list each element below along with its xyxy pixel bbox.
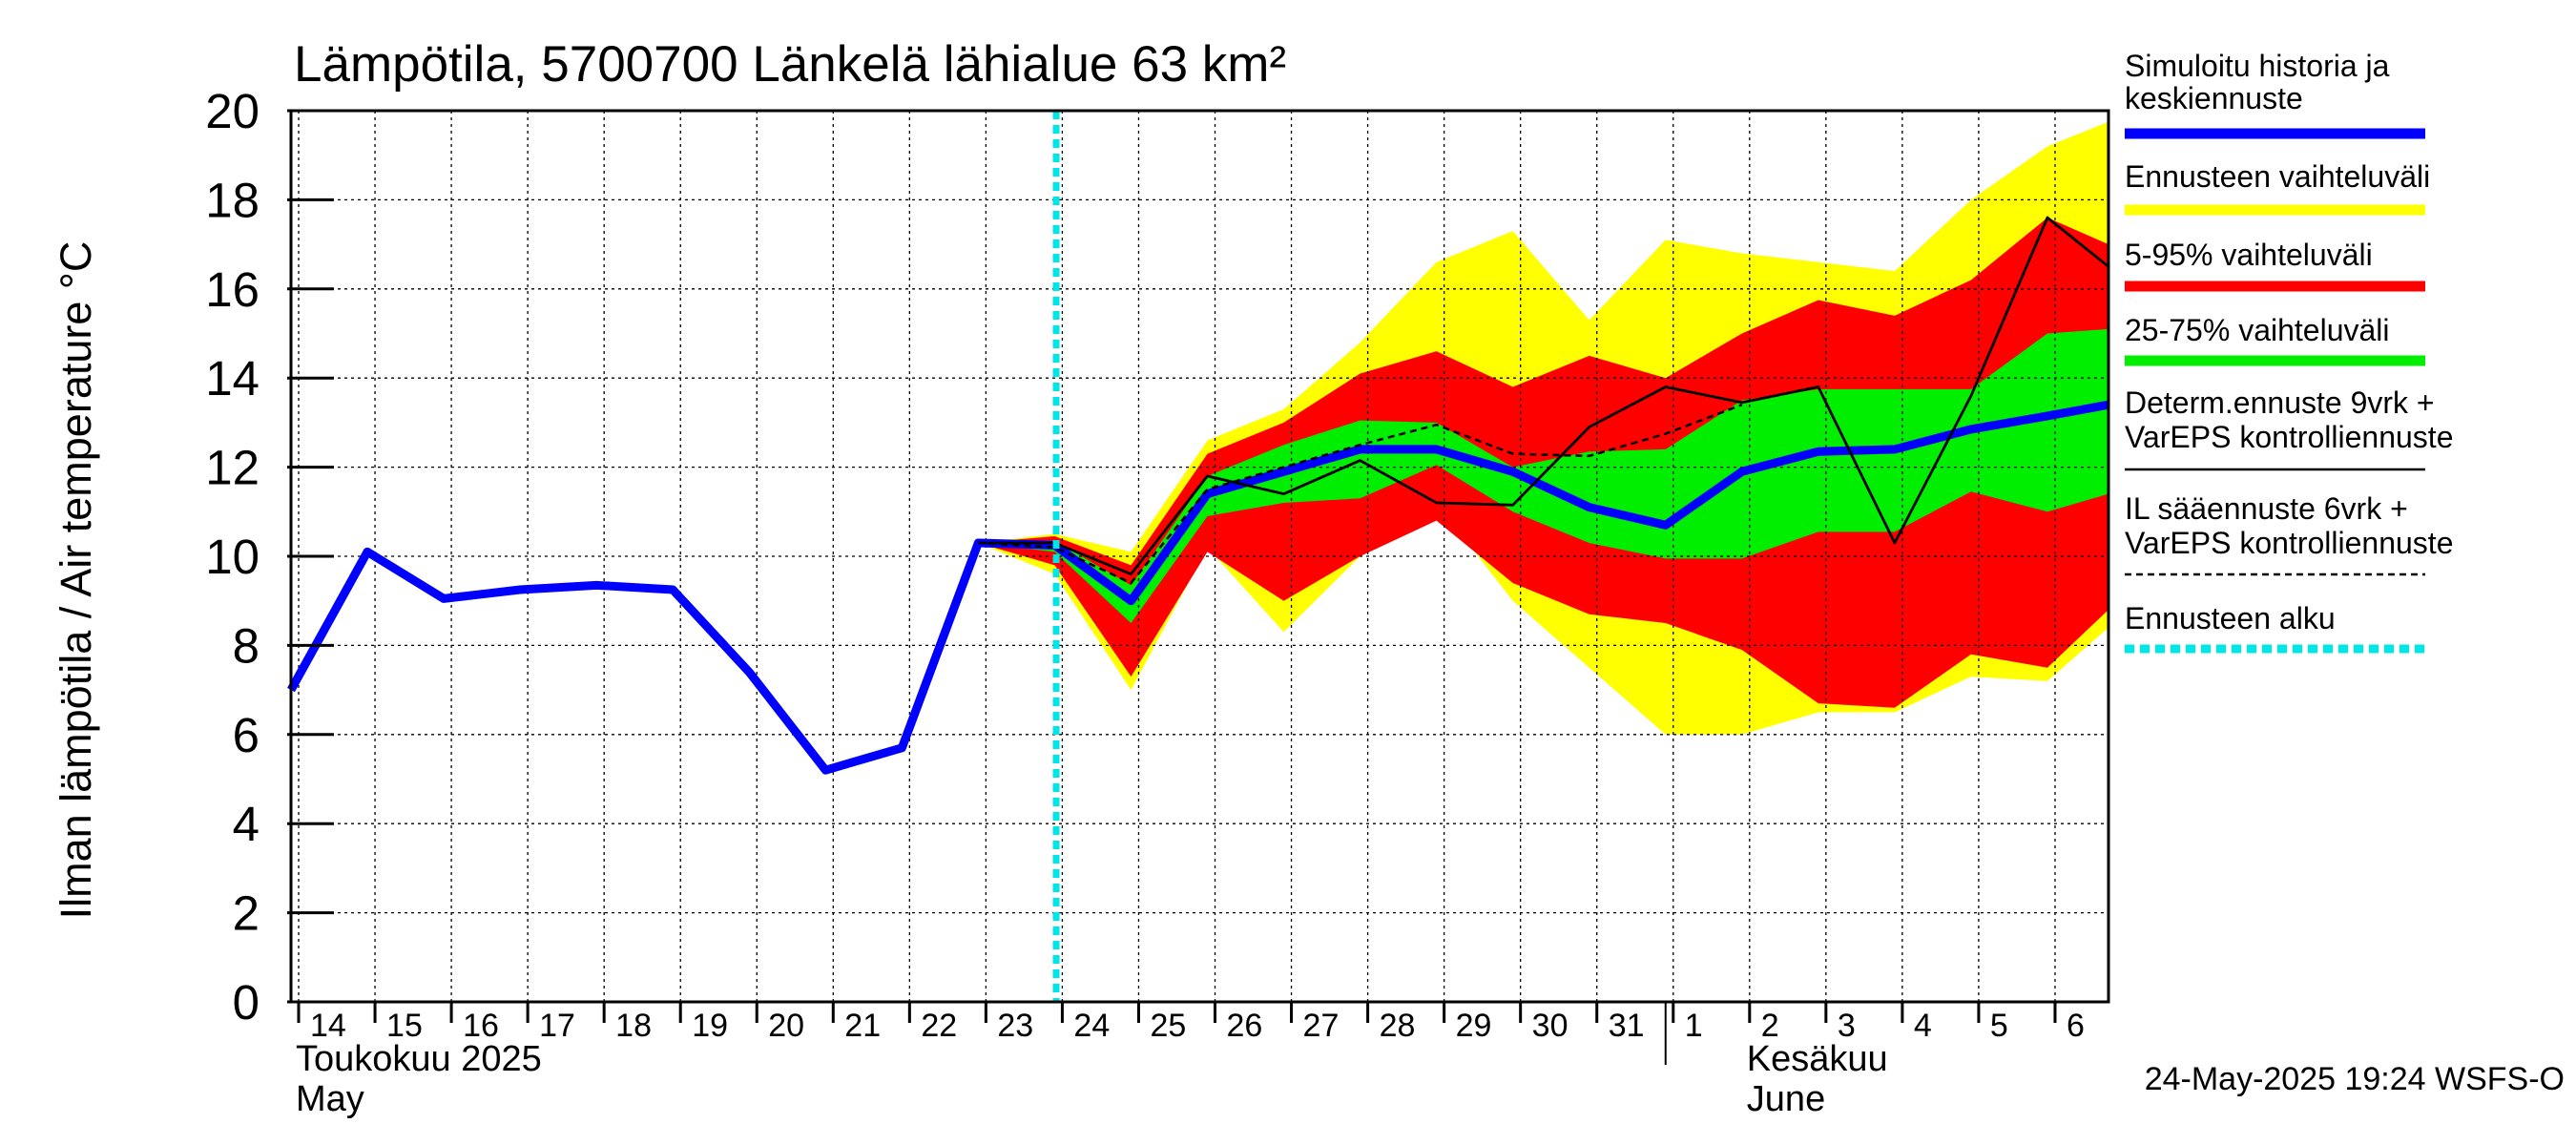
x-tick-label: 19 <box>692 1008 728 1044</box>
y-tick-label: 2 <box>233 886 260 941</box>
y-axis-label: Ilman lämpötila / Air temperature °C <box>52 241 100 920</box>
series-line-2 <box>978 404 1743 585</box>
legend-label-5: IL sääennuste 6vrk + <box>2125 491 2408 526</box>
series-lines <box>287 111 2109 1002</box>
x-tick-label: 14 <box>310 1008 346 1044</box>
x-tick-label: 17 <box>539 1008 575 1044</box>
x-tick-label: 25 <box>1150 1008 1186 1044</box>
legend-label-2: 5-95% vaihteluväli <box>2125 238 2373 272</box>
y-tick-label: 4 <box>233 797 260 851</box>
month-label-fi-1: Kesäkuu <box>1747 1039 1888 1079</box>
legend-label-4: VarEPS kontrolliennuste <box>2125 420 2453 454</box>
y-tick-label: 20 <box>205 84 260 138</box>
x-tick-label: 18 <box>615 1008 652 1044</box>
timestamp: 24-May-2025 19:24 WSFS-O <box>2145 1061 2565 1097</box>
x-tick-label: 4 <box>1914 1008 1932 1044</box>
y-tick-label: 14 <box>205 351 260 406</box>
x-tick-label: 2 <box>1761 1008 1779 1044</box>
legend-label-1: Ennusteen vaihteluväli <box>2125 159 2430 194</box>
legend-label-0: keskiennuste <box>2125 81 2303 115</box>
y-tick-label: 12 <box>205 441 260 495</box>
chart-title: Lämpötila, 5700700 Länkelä lähialue 63 k… <box>294 36 1286 93</box>
x-tick-label: 1 <box>1685 1008 1703 1044</box>
month-label-en-1: June <box>1747 1079 1825 1119</box>
y-tick-label: 8 <box>233 618 260 673</box>
series-line-1 <box>978 216 2109 576</box>
legend-label-3: 25-75% vaihteluväli <box>2125 313 2390 347</box>
x-tick-label: 21 <box>844 1008 881 1044</box>
x-tick-label: 16 <box>463 1008 499 1044</box>
x-tick-label: 27 <box>1303 1008 1340 1044</box>
x-tick-label: 23 <box>997 1008 1033 1044</box>
x-tick-label: 6 <box>2067 1008 2085 1044</box>
legend-label-6: Ennusteen alku <box>2125 601 2336 635</box>
x-tick-label: 24 <box>1073 1008 1110 1044</box>
legend-label-0: Simuloitu historia ja <box>2125 49 2390 83</box>
series-line-0 <box>287 400 2109 775</box>
x-tick-label: 28 <box>1380 1008 1416 1044</box>
x-tick-label: 31 <box>1609 1008 1645 1044</box>
x-tick-label: 20 <box>768 1008 804 1044</box>
legend-label-4: Determ.ennuste 9vrk + <box>2125 385 2435 420</box>
x-tick-label: 26 <box>1227 1008 1263 1044</box>
legend-label-5: VarEPS kontrolliennuste <box>2125 526 2453 560</box>
x-tick-label: 5 <box>1990 1008 2008 1044</box>
x-tick-label: 30 <box>1532 1008 1568 1044</box>
y-tick-label: 18 <box>205 173 260 227</box>
grid <box>291 111 2109 1002</box>
x-tick-label: 3 <box>1838 1008 1856 1044</box>
month-label-fi-0: Toukokuu 2025 <box>296 1039 542 1079</box>
y-tick-label: 16 <box>205 262 260 317</box>
month-label-en-0: May <box>296 1079 364 1119</box>
x-tick-label: 15 <box>386 1008 423 1044</box>
y-tick-label: 10 <box>205 530 260 584</box>
y-tick-label: 0 <box>233 975 260 1030</box>
y-tick-label: 6 <box>233 708 260 762</box>
x-tick-label: 29 <box>1456 1008 1492 1044</box>
forecast-bands <box>978 121 2109 735</box>
x-tick-label: 22 <box>921 1008 957 1044</box>
